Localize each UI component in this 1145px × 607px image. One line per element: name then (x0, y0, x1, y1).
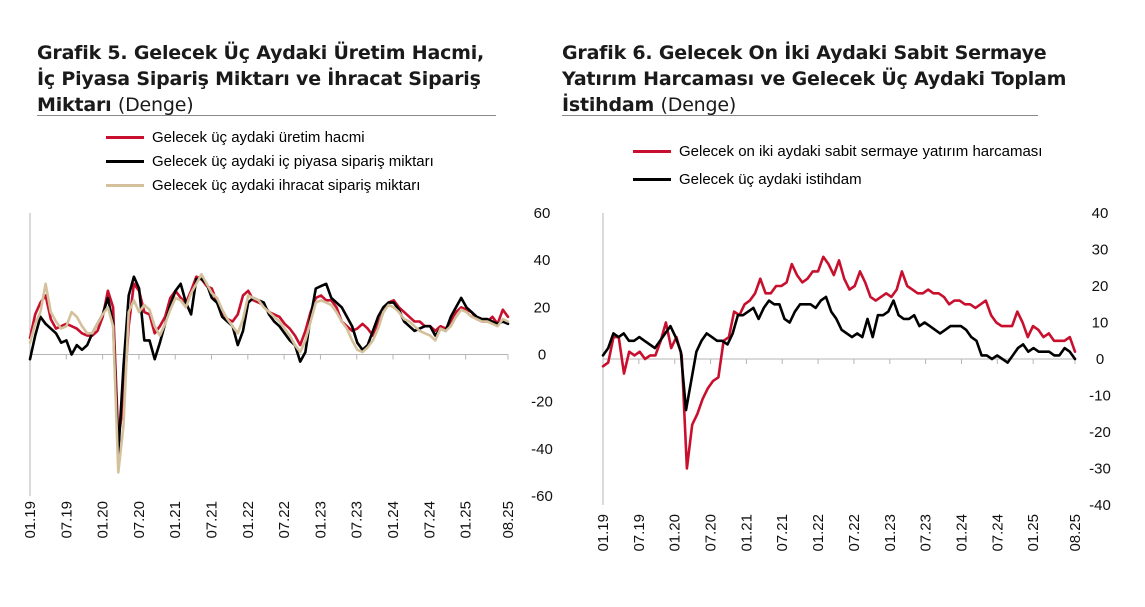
x-tick-label: 07.24 (421, 501, 438, 539)
legend-item: Gelecek üç aydaki istihdam (633, 165, 1042, 193)
title-line-3: Miktarı (37, 94, 112, 116)
y-tick-label: 20 (534, 299, 551, 316)
y-tick-label: 30 (1092, 242, 1109, 259)
y-tick-label: 10 (1092, 315, 1109, 332)
legend-item: Gelecek üç aydaki iç piyasa sipariş mikt… (106, 149, 434, 173)
series-line-3 (28, 272, 510, 474)
y-tick-label: 60 (534, 205, 551, 222)
title-rule (562, 115, 1038, 116)
x-tick-label: 07.23 (918, 514, 935, 552)
x-tick-label: 07.23 (349, 501, 366, 539)
x-tick-label: 01.24 (953, 514, 970, 552)
y-tick-label: 20 (1092, 278, 1109, 295)
title-line-1: Grafik 6. Gelecek On İki Aydaki Sabit Se… (562, 42, 1047, 64)
legend-right: Gelecek on iki aydaki sabit sermaye yatı… (633, 137, 1042, 193)
x-tick-label: 01.23 (882, 514, 899, 552)
x-tick-label: 07.19 (631, 514, 648, 552)
title-line-2: Yatırım Harcaması ve Gelecek Üç Aydaki T… (562, 68, 1067, 90)
y-tick-label: -40 (531, 441, 553, 458)
chart-panel-left: Grafik 5. Gelecek Üç Aydaki Üretim Hacmi… (0, 0, 560, 607)
x-tick-label: 01.20 (667, 514, 684, 552)
chart-title-right: Grafik 6. Gelecek On İki Aydaki Sabit Se… (562, 40, 1066, 118)
title-line-3: İstihdam (562, 94, 655, 116)
legend-left: Gelecek üç aydaki üretim hacmi Gelecek ü… (106, 125, 434, 197)
x-tick-label: 01.21 (167, 501, 184, 539)
x-tick-label: 07.21 (204, 501, 221, 539)
title-line-1: Grafik 5. Gelecek Üç Aydaki Üretim Hacmi… (37, 42, 485, 64)
legend-swatch (106, 159, 144, 163)
x-tick-label: 01.25 (1025, 514, 1042, 552)
title-rule (37, 115, 496, 116)
y-tick-label: -10 (1089, 388, 1111, 405)
title-unit: (Denge) (117, 94, 194, 116)
legend-item: Gelecek üç aydaki ihracat sipariş miktar… (106, 173, 434, 197)
chart-plot-left: 60 40 20 0 -20 -40 -60 01.19 07.19 01.20 07.20 01.2… (22, 205, 553, 539)
x-tick-label: 07.21 (774, 514, 791, 552)
y-tick-label: -40 (1089, 497, 1111, 514)
chart-title-left: Grafik 5. Gelecek Üç Aydaki Üretim Hacmi… (37, 40, 484, 118)
x-tick-label: 01.23 (312, 501, 329, 539)
x-tick-label: 01.24 (385, 501, 402, 539)
legend-swatch (633, 177, 671, 181)
y-tick-label: -20 (1089, 424, 1111, 441)
y-tick-label: -30 (1089, 461, 1111, 478)
x-tick-label: 01.19 (595, 514, 612, 552)
legend-label: Gelecek on iki aydaki sabit sermaye yatı… (679, 142, 1043, 160)
legend-swatch (106, 183, 144, 187)
series-line-1 (28, 275, 510, 441)
legend-item: Gelecek on iki aydaki sabit sermaye yatı… (633, 137, 1042, 165)
x-tick-label: 01.21 (738, 514, 755, 552)
x-tick-label: 07.22 (846, 514, 863, 552)
x-tick-label: 07.19 (58, 501, 75, 539)
x-tick-label: 08.25 (500, 501, 517, 539)
x-tick-label: 07.20 (703, 514, 720, 552)
x-tick-label: 07.22 (276, 501, 293, 539)
y-tick-label: 0 (1096, 351, 1104, 368)
x-tick-label: 01.25 (458, 501, 475, 539)
series-line-1 (601, 255, 1077, 470)
legend-swatch (633, 149, 671, 153)
title-unit: (Denge) (660, 94, 737, 116)
legend-label: Gelecek üç aydaki istihdam (679, 170, 862, 188)
y-tick-label: -60 (531, 488, 553, 505)
y-tick-label: 0 (538, 347, 546, 364)
y-tick-label: 40 (534, 252, 551, 269)
legend-label: Gelecek üç aydaki ihracat sipariş miktar… (152, 176, 421, 194)
x-tick-label: 01.22 (810, 514, 827, 552)
y-tick-label: 40 (1092, 205, 1109, 222)
x-tick-label: 07.24 (989, 514, 1006, 552)
chart-panel-right: Grafik 6. Gelecek On İki Aydaki Sabit Se… (560, 0, 1145, 607)
x-tick-label: 07.20 (131, 501, 148, 539)
legend-item: Gelecek üç aydaki üretim hacmi (106, 125, 434, 149)
y-tick-label: -20 (531, 394, 553, 411)
x-tick-label: 01.19 (22, 501, 39, 539)
series-line-2 (28, 275, 510, 455)
title-line-2: İç Piyasa Sipariş Miktarı ve İhracat Sip… (37, 68, 481, 90)
series-line-2 (601, 295, 1077, 412)
legend-label: Gelecek üç aydaki iç piyasa sipariş mikt… (152, 152, 434, 170)
x-tick-label: 08.25 (1067, 514, 1084, 552)
legend-swatch (106, 135, 144, 139)
x-tick-label: 01.20 (95, 501, 112, 539)
legend-label: Gelecek üç aydaki üretim hacmi (152, 128, 365, 146)
x-tick-label: 01.22 (240, 501, 257, 539)
chart-plot-right: 40 30 20 10 0 -10 -20 -30 -40 01.19 07.19 01.20 07.2… (595, 205, 1111, 552)
